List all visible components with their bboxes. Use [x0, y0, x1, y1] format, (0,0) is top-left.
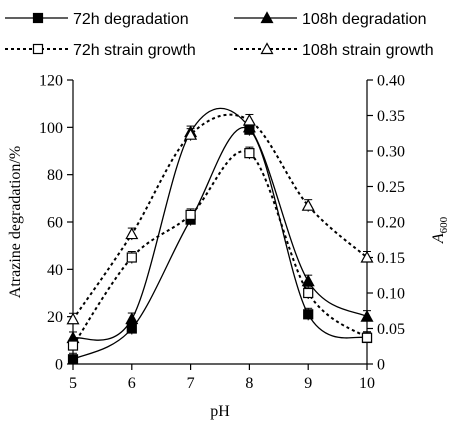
right-tick-label: 0.30: [377, 144, 405, 161]
x-tick-label: 5: [69, 375, 77, 392]
right-axis-label-subscript: 600: [438, 216, 450, 233]
data-point-1-3: [242, 120, 256, 133]
x-tick-label: 7: [187, 375, 195, 392]
left-tick-label: 60: [47, 215, 63, 232]
legend-marker-0: [32, 12, 44, 24]
data-point-3-3: [242, 113, 256, 126]
right-tick-label: 0: [377, 357, 385, 374]
left-tick-label: 80: [47, 167, 63, 184]
data-point-2-4: [303, 287, 314, 299]
x-tick-label: 10: [359, 375, 375, 392]
data-point-0-1: [126, 323, 137, 334]
data-point-3-4: [301, 198, 315, 211]
data-point-2-1: [126, 252, 137, 263]
markers: [66, 113, 374, 365]
legend-marker-3: [260, 42, 274, 55]
data-point-1-5: [360, 309, 374, 322]
right-tick-label: 0.05: [377, 321, 405, 338]
right-tick-label: 0.15: [377, 250, 405, 267]
x-tick-label: 9: [304, 375, 312, 392]
data-point-3-0: [66, 312, 80, 325]
right-tick-label: 0.40: [377, 73, 405, 90]
data-point-2-2: [185, 209, 196, 220]
left-axis-label: Atrazine degradation/%: [7, 146, 24, 298]
data-point-3-5: [360, 250, 374, 263]
left-tick-label: 120: [39, 73, 63, 90]
x-tick-label: 8: [245, 375, 253, 392]
right-tick-label: 0.10: [377, 286, 405, 303]
series-line-3: [72, 113, 368, 320]
curves: [69, 107, 371, 366]
data-point-2-3: [244, 148, 255, 159]
left-tick-label: 0: [55, 357, 63, 374]
data-point-3-1: [125, 227, 139, 240]
legend-marker-1: [260, 11, 274, 24]
right-axis-label: A600: [430, 216, 450, 244]
left-tick-label: 100: [39, 120, 63, 137]
data-point-2-5: [361, 332, 373, 343]
data-point-0-0: [67, 354, 79, 365]
legend: 72h degradation 108h degradation 72h strai…: [5, 11, 434, 59]
series-line-0: [72, 126, 368, 360]
legend-label-2: 72h strain growth: [73, 42, 196, 59]
x-axis-label: pH: [210, 403, 230, 420]
legend-label-3: 108h strain growth: [302, 42, 434, 59]
series-line-1: [72, 107, 368, 341]
data-point-0-4: [303, 309, 314, 320]
x-tick-label: 6: [128, 375, 136, 392]
left-tick-label: 20: [47, 309, 63, 326]
right-tick-label: 0.20: [377, 215, 405, 232]
legend-label-0: 72h degradation: [73, 11, 189, 28]
left-tick-label: 40: [47, 262, 63, 279]
right-tick-label: 0.25: [377, 179, 405, 196]
series-line-2: [72, 150, 368, 347]
data-point-1-1: [125, 312, 139, 325]
legend-label-1: 108h degradation: [302, 11, 427, 28]
right-tick-label: 0.35: [377, 108, 405, 125]
legend-marker-2: [32, 43, 44, 55]
data-point-1-4: [301, 274, 315, 287]
right-axis-label-base: A: [430, 233, 447, 244]
data-point-2-0: [67, 340, 79, 351]
labels: 0 20 40 60 80 100 120 0 0.05 0.10 0.15 0.20 0.25 0.30…: [7, 73, 450, 421]
data-point-3-2: [184, 127, 198, 140]
